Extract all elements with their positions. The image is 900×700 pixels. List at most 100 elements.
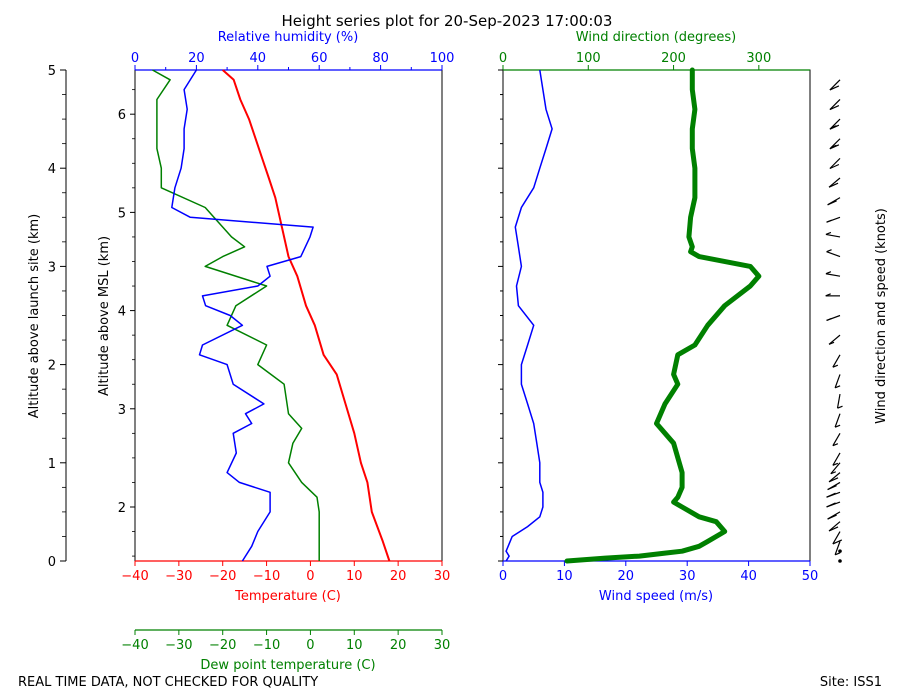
thermo-lines <box>152 69 391 562</box>
dew-tick-label: −20 <box>209 638 236 653</box>
barb-axis-label: Wind direction and speed (knots) <box>874 208 889 424</box>
wind-barb-flag <box>828 526 839 532</box>
dew-tick-label: 30 <box>434 638 451 653</box>
outer-alt-tick-label: 2 <box>48 359 56 374</box>
temperature-line <box>222 69 391 562</box>
wind-barb-halfflag <box>825 271 832 275</box>
wind-plot-area <box>502 69 811 562</box>
chart-title: Height series plot for 20-Sep-2023 17:00… <box>282 12 613 30</box>
wind-barb-shaft <box>828 177 841 188</box>
thermo-plot-area <box>134 69 443 562</box>
wind-barb-halfflag <box>834 552 841 556</box>
wind-panel: 0 10 20 30 40 50 0 100 200 300 Wind direction (de… <box>498 30 889 604</box>
dew-tick-label: −40 <box>121 638 148 653</box>
wspd-tick-label: 40 <box>740 569 757 584</box>
inner-alt-tick-label: 3 <box>118 403 126 418</box>
inner-alt-tick-label: 6 <box>118 108 126 123</box>
wind-barb-halfflag <box>826 249 832 253</box>
wind-direction-line <box>564 67 762 564</box>
wspd-tick-label: 10 <box>556 569 573 584</box>
wdir-axis-label: Wind direction (degrees) <box>576 30 736 45</box>
calm-dot <box>838 559 842 563</box>
wspd-tick-label: 20 <box>618 569 635 584</box>
rh-tick-label: 80 <box>372 51 389 66</box>
temp-axis-label: Temperature (C) <box>234 589 341 604</box>
dew-tick-label: −30 <box>165 638 192 653</box>
wind-barb-halfflag <box>825 231 832 236</box>
wind-barb-shaft <box>828 472 841 483</box>
wspd-tick-label: 50 <box>802 569 819 584</box>
wdir-tick-label: 100 <box>576 51 601 66</box>
temp-tick-label: 30 <box>434 569 451 584</box>
wind-barb-shaft <box>830 462 841 475</box>
dew-tick-label: 20 <box>390 638 407 653</box>
wind-barb-flag <box>827 200 837 206</box>
wind-barb-shaft <box>829 157 841 169</box>
wind-barb-halfflag <box>834 424 841 428</box>
temp-tick-label: −30 <box>165 569 192 584</box>
site-label: Site: ISS1 <box>820 675 882 690</box>
thermo-panel: −40 −30 −20 −10 0 10 20 30−40 −30 −20 −10 0 10 20 300 2… <box>27 30 454 673</box>
wind-barb-halfflag <box>826 219 832 223</box>
wind-barb-shaft <box>828 521 841 532</box>
wind-barb-shaft <box>825 233 841 238</box>
wind-barb-halfflag <box>826 317 832 321</box>
humidity-line <box>171 69 314 562</box>
inner-alt-tick-label: 2 <box>118 501 126 516</box>
outer-altitude-label: Altitude above launch site (km) <box>27 214 42 418</box>
wind-lines <box>505 67 762 564</box>
temp-tick-label: −20 <box>209 569 236 584</box>
inner-alt-tick-label: 4 <box>118 305 126 320</box>
rh-tick-label: 100 <box>430 51 455 66</box>
thermo-ticks: −40 −30 −20 −10 0 10 20 30−40 −30 −20 −10 0 10 20 300 2… <box>48 51 455 653</box>
wind-barb-flag <box>829 85 840 91</box>
wind-barb-flag <box>828 477 839 483</box>
wind-barb-shaft <box>834 541 841 556</box>
wind-barb-halfflag <box>837 405 843 409</box>
inner-alt-tick-label: 5 <box>118 206 126 221</box>
wind-barb-shaft <box>832 531 841 545</box>
rh-tick-label: 20 <box>188 51 205 66</box>
temp-tick-label: −40 <box>121 569 148 584</box>
wind-barb-halfflag <box>832 462 839 466</box>
rh-axis-label: Relative humidity (%) <box>218 30 359 45</box>
wind-barb-flag <box>827 485 837 491</box>
wind-barb-flag <box>826 492 836 498</box>
wind-barb-halfflag <box>831 144 837 148</box>
wind-barb-shaft <box>829 118 841 130</box>
wind-barb-shaft <box>829 79 841 91</box>
wind-barb-halfflag <box>832 364 839 368</box>
wdir-tick-label: 0 <box>499 51 507 66</box>
dewpoint-line <box>152 69 320 561</box>
wspd-axis-label: Wind speed (m/s) <box>599 589 713 604</box>
inner-altitude-label: Altitude above MSL (km) <box>97 236 112 396</box>
wdir-tick-label: 300 <box>746 51 771 66</box>
wind-barb-halfflag <box>832 443 839 447</box>
wind-barb-flag <box>827 514 837 520</box>
wind-barb-flag <box>829 105 840 111</box>
rh-tick-label: 0 <box>131 51 139 66</box>
temp-tick-label: −10 <box>253 569 280 584</box>
wind-barb-shaft <box>832 433 841 447</box>
wind-barb-halfflag <box>828 341 835 345</box>
outer-alt-tick-label: 5 <box>48 64 56 79</box>
wind-barb-flag <box>828 182 839 188</box>
wind-barb-halfflag <box>825 293 831 297</box>
wind-barb-flag <box>832 539 843 545</box>
outer-alt-tick-label: 0 <box>48 555 56 570</box>
temp-tick-label: 0 <box>306 569 314 584</box>
wind-barb-flag <box>829 144 840 150</box>
rh-tick-label: 60 <box>311 51 328 66</box>
wind-barb-flag <box>829 163 840 170</box>
wdir-tick-label: 200 <box>661 51 686 66</box>
temp-tick-label: 10 <box>346 569 363 584</box>
wind-barb-shaft <box>834 413 841 428</box>
wind-barb-shaft <box>829 138 841 150</box>
wind-barb-shaft <box>828 334 841 345</box>
wind-ticks: 0 10 20 30 40 50 0 100 200 300 <box>498 51 818 584</box>
dew-tick-label: 10 <box>346 638 363 653</box>
wind-barb-shaft <box>832 354 841 368</box>
wind-barb-shaft <box>829 99 841 110</box>
wind-barb-halfflag <box>831 125 837 129</box>
